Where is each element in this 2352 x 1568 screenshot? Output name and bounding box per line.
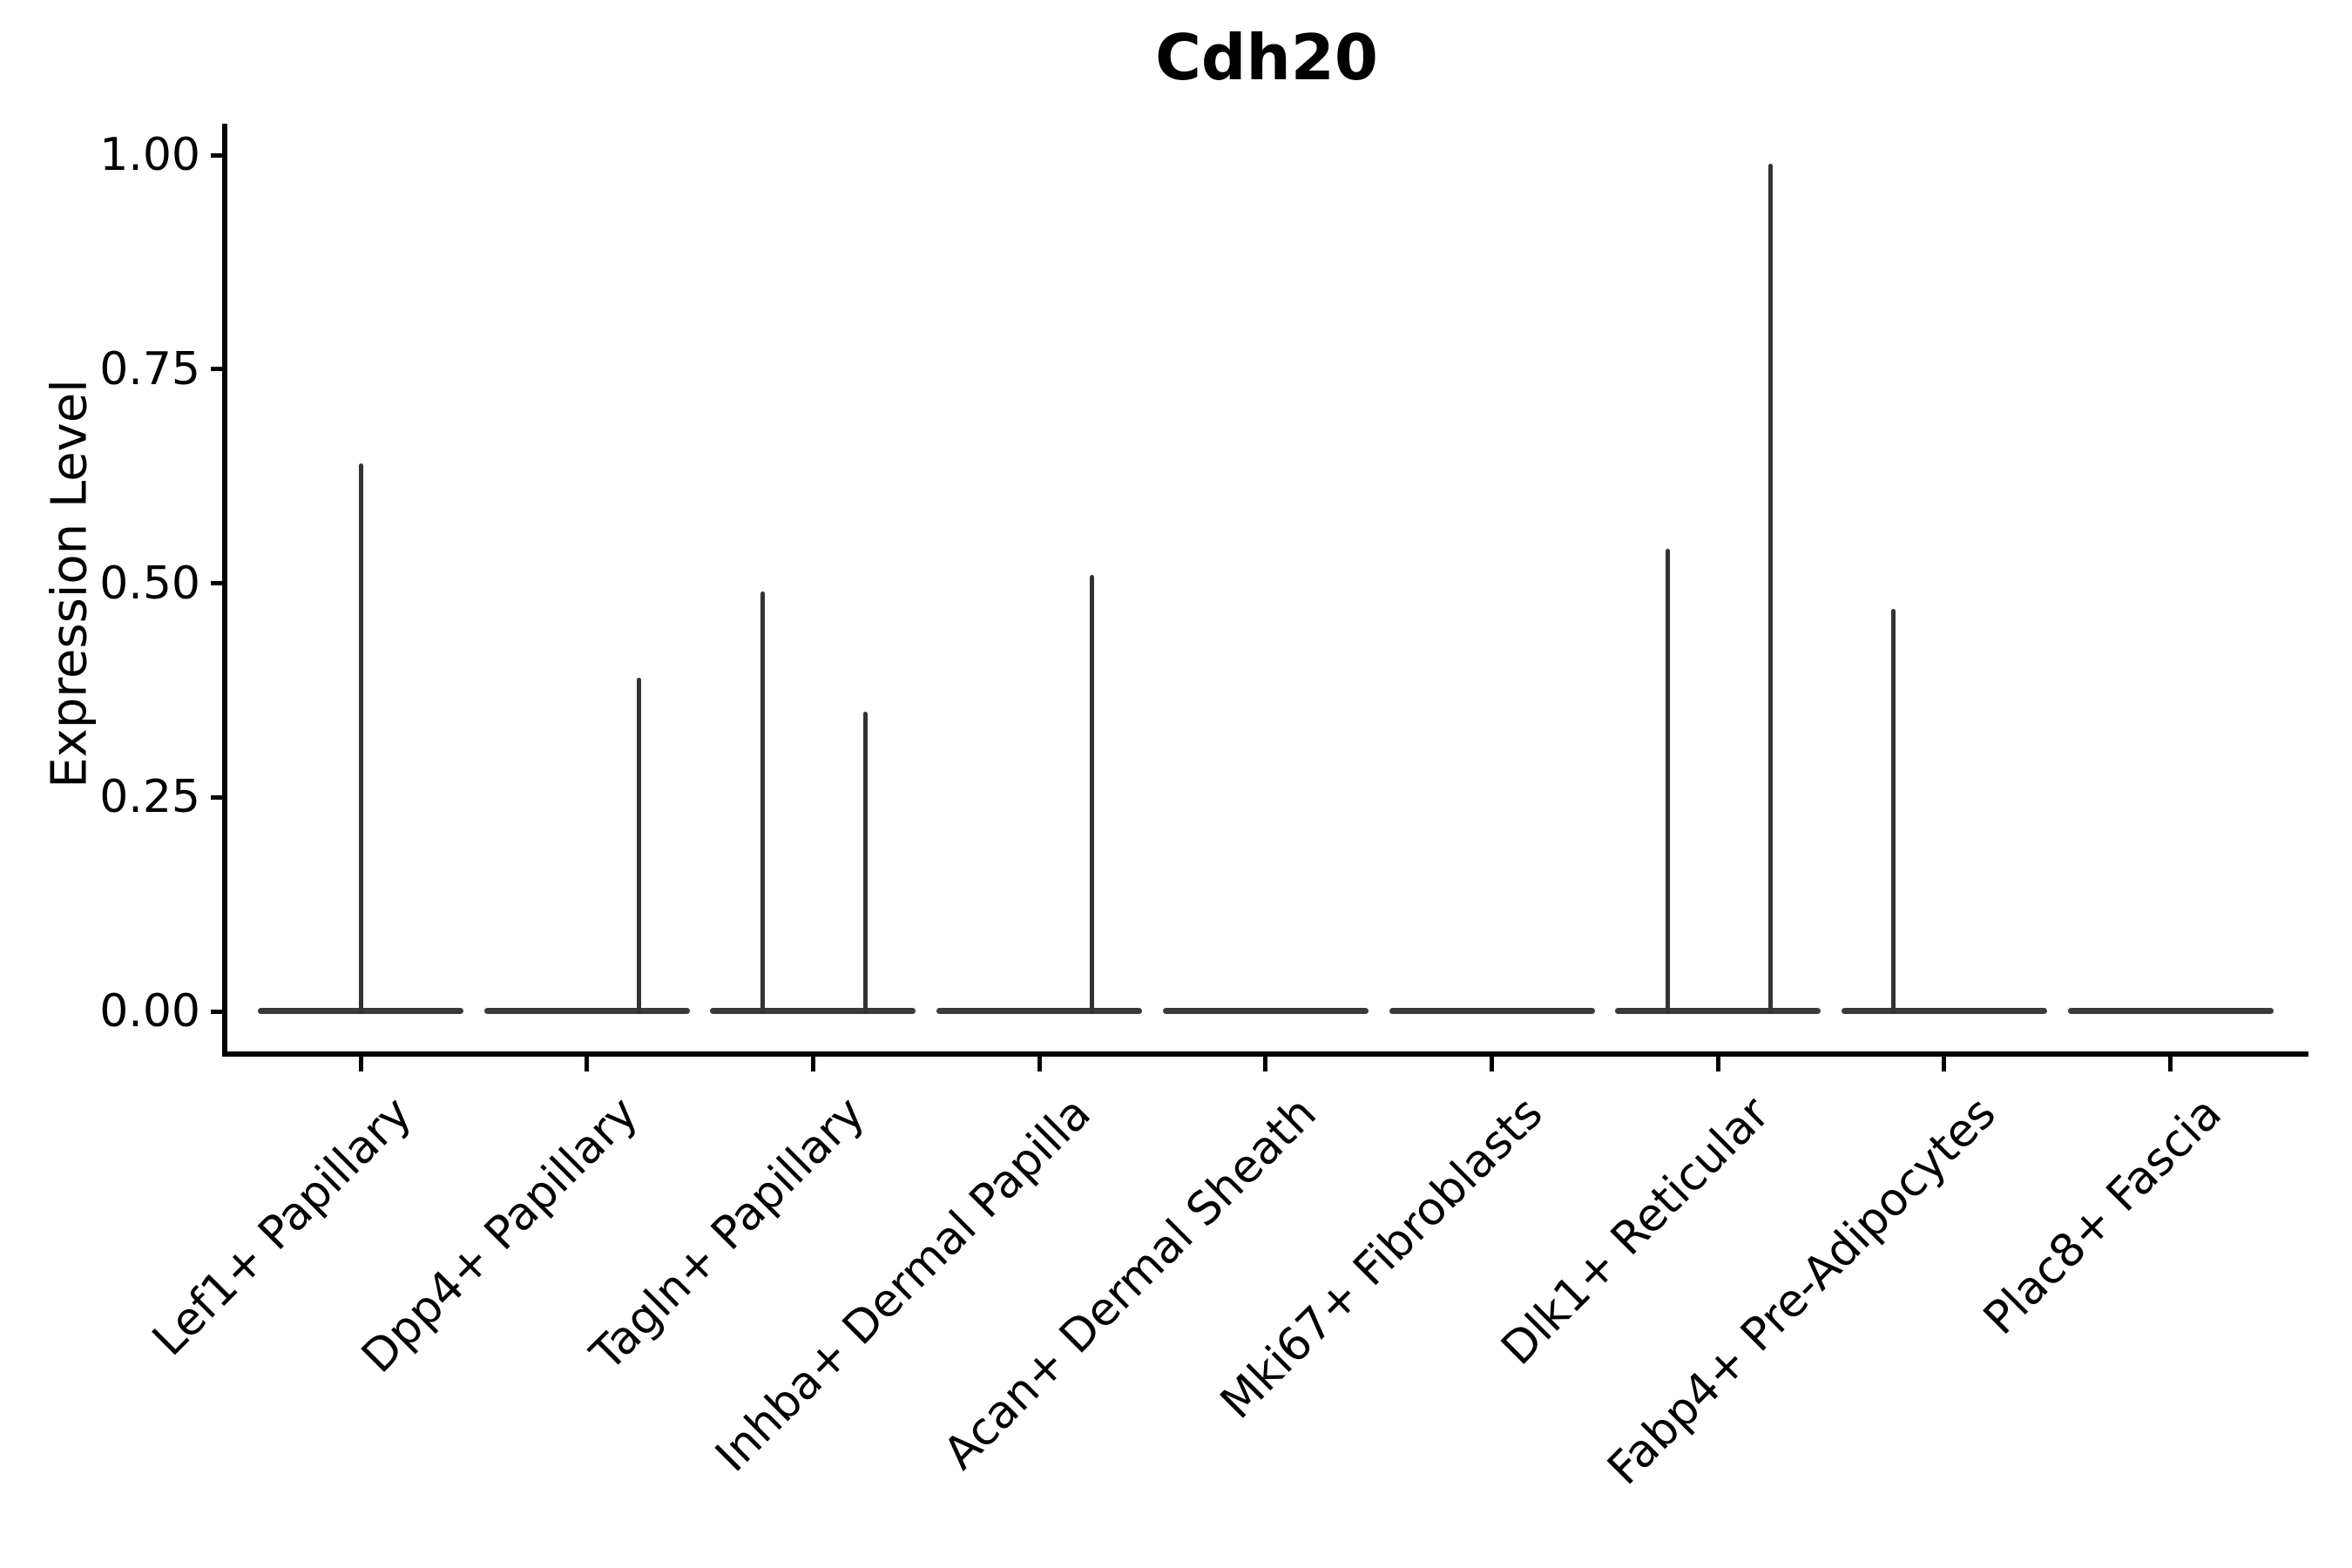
violin-body <box>1615 1008 1821 1014</box>
x-axis-tick-label: Inhba+ Dermal Papilla <box>706 1087 1101 1483</box>
x-axis-tick <box>358 1057 363 1071</box>
y-axis-tick <box>211 152 225 158</box>
y-axis-tick-label: 0.00 <box>99 985 200 1037</box>
violin-body <box>936 1008 1143 1014</box>
violin-spike <box>760 591 765 1014</box>
violin-body <box>2067 1008 2274 1014</box>
y-axis-tick-label: 1.00 <box>99 129 200 181</box>
y-axis-tick <box>211 1009 225 1014</box>
y-axis-tick-label: 0.50 <box>99 557 200 610</box>
x-axis-tick <box>1263 1057 1268 1071</box>
x-axis-tick-label: Plac8+ Fascia <box>1974 1087 2233 1345</box>
violin-spike <box>862 711 868 1014</box>
violin-body <box>483 1008 690 1014</box>
x-axis-tick <box>1037 1057 1042 1071</box>
y-axis-tick <box>211 794 225 800</box>
x-axis-tick-label: Fabp4+ Pre-Adipocytes <box>1598 1087 2006 1496</box>
y-axis-spine <box>222 124 227 1057</box>
x-axis-tick <box>585 1057 590 1071</box>
x-axis-tick <box>810 1057 815 1071</box>
violin-spike <box>637 677 642 1014</box>
violin-spike <box>1089 574 1094 1014</box>
violin-body <box>1389 1008 1595 1014</box>
violin-body <box>710 1008 916 1014</box>
x-axis-tick <box>2168 1057 2173 1071</box>
y-axis-tick <box>211 581 225 585</box>
chart-title: Cdh20 <box>1155 21 1378 94</box>
violin-spike <box>1891 608 1896 1014</box>
violin-body <box>1162 1008 1369 1014</box>
y-axis-tick <box>211 367 225 372</box>
x-axis-tick <box>1942 1057 1947 1071</box>
y-axis-tick-label: 0.75 <box>99 342 200 395</box>
x-axis-spine <box>222 1051 2308 1057</box>
x-axis-tick <box>1715 1057 1720 1071</box>
violin-spike <box>1767 163 1773 1014</box>
violin-spike <box>1665 549 1670 1014</box>
x-axis-tick <box>1490 1057 1494 1071</box>
violin-spike <box>358 463 363 1014</box>
violin-body <box>1841 1008 2047 1014</box>
x-axis-tick-label: Acan+ Dermal Sheath <box>934 1087 1328 1480</box>
y-axis-tick-label: 0.25 <box>99 771 200 824</box>
